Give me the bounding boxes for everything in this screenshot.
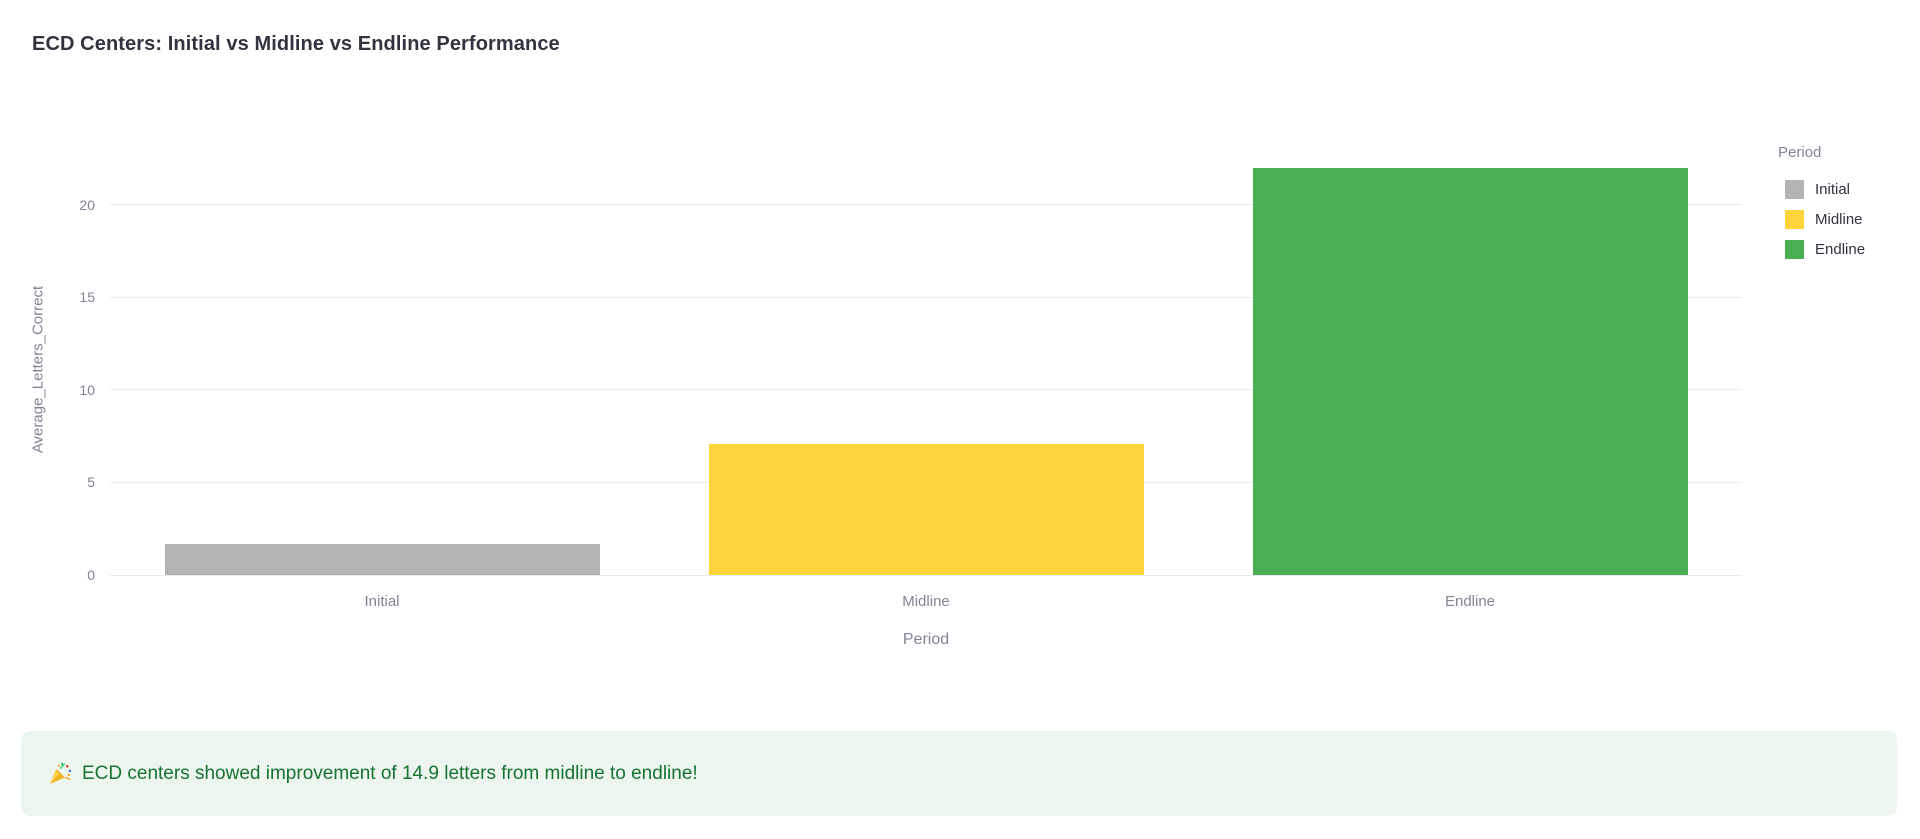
legend-label: Endline <box>1815 240 1866 258</box>
bar-midline <box>708 443 1144 575</box>
legend-title: Period <box>1778 144 1822 161</box>
bar-initial <box>164 543 600 575</box>
legend-item-initial: Initial <box>1778 174 1865 204</box>
gridline <box>110 204 1742 206</box>
bar-endline <box>1252 167 1688 575</box>
gridline <box>110 389 1742 391</box>
legend-items: Initial Midline Endline <box>1778 174 1865 264</box>
x-tick-label: Endline <box>1444 593 1496 610</box>
y-tick-label: 10 <box>79 381 95 398</box>
chart-legend: Period Initial Midline Endline <box>1778 143 1865 264</box>
party-popper-icon <box>48 761 73 786</box>
chart-title: ECD Centers: Initial vs Midline vs Endli… <box>32 33 560 55</box>
legend-swatch <box>1785 209 1804 229</box>
success-message-text: ECD centers showed improvement of 14.9 l… <box>82 762 698 784</box>
x-tick-label: Midline <box>902 593 950 610</box>
x-axis-title: Period <box>902 631 950 648</box>
y-tick-label: 15 <box>79 289 95 306</box>
gridline <box>110 574 1742 576</box>
legend-swatch <box>1785 179 1804 199</box>
y-tick-label: 5 <box>87 474 95 491</box>
legend-item-endline: Endline <box>1778 234 1865 264</box>
legend-swatch <box>1785 239 1804 259</box>
x-tick-label: Initial <box>364 593 400 610</box>
y-tick-label: 20 <box>79 196 95 213</box>
gridline <box>110 296 1742 298</box>
legend-label: Initial <box>1815 180 1851 198</box>
legend-label: Midline <box>1815 210 1863 228</box>
legend-item-midline: Midline <box>1778 204 1865 234</box>
y-tick-label: 0 <box>87 567 95 583</box>
success-message: ECD centers showed improvement of 14.9 l… <box>21 731 1897 816</box>
